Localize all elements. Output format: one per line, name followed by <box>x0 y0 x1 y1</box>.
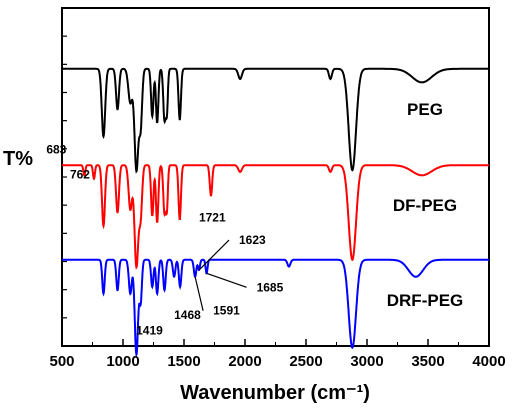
peak-annotation-1685: 1685 <box>257 280 284 294</box>
series-label-peg: PEG <box>407 100 443 119</box>
series-line-df-peg <box>62 164 489 270</box>
peak-annotation-762: 762 <box>70 168 90 182</box>
x-tick-label: 3500 <box>411 353 444 370</box>
x-tick-label: 500 <box>49 353 74 370</box>
series-line-drf-peg <box>62 258 489 359</box>
x-tick-label: 1000 <box>106 353 139 370</box>
x-tick-label: 4000 <box>472 353 505 370</box>
x-tick-label: 2000 <box>228 353 261 370</box>
peak-annotation-683: 683 <box>46 142 66 156</box>
x-tick-label: 3000 <box>350 353 383 370</box>
peak-annotation-1419: 1419 <box>136 324 163 338</box>
peak-annotation-1623: 1623 <box>239 233 266 247</box>
x-tick-label: 2500 <box>289 353 322 370</box>
peak-annotation-1591: 1591 <box>213 304 240 318</box>
x-tick-label: 1500 <box>167 353 200 370</box>
series-label-df-peg: DF-PEG <box>393 196 457 215</box>
series-label-drf-peg: DRF-PEG <box>387 291 464 310</box>
annotation-layer: 683 762 1721 1623 1685 1468 1591 1419 <box>46 142 283 337</box>
annotation-arrow <box>194 276 204 311</box>
label-layer: PEG DF-PEG DRF-PEG <box>387 100 464 310</box>
annotation-arrow <box>206 272 247 288</box>
x-axis-title: Wavenumber (cm⁻¹) <box>180 382 370 404</box>
peak-annotation-1721: 1721 <box>199 211 226 225</box>
annotation-arrow <box>198 239 230 271</box>
series-line-peg <box>62 67 489 174</box>
y-axis-title: T% <box>3 148 33 170</box>
peak-annotation-1468: 1468 <box>174 308 201 322</box>
tick-layer: 500 1000 1500 2000 2500 3000 3500 4000 <box>49 35 506 370</box>
series-layer <box>62 67 489 359</box>
